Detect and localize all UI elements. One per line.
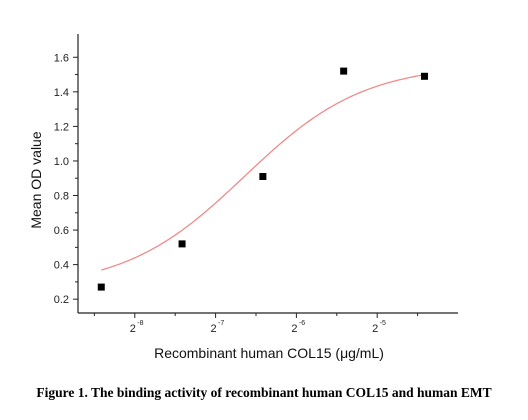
data-point: [97, 283, 105, 291]
y-tick-label: 0.4: [54, 260, 69, 272]
x-axis-title: Recombinant human COL15 (μg/mL): [154, 345, 384, 361]
x-tick-label: 2: [372, 323, 378, 335]
chart-ticks: 0.20.40.60.81.01.21.41.62 -8 2 -7 2 -6 2 -5: [54, 52, 419, 335]
x-tick-label: 2: [130, 323, 136, 335]
data-point: [340, 67, 348, 75]
x-tick-label: 2: [211, 323, 217, 335]
x-tick-exponent: -7: [218, 320, 224, 327]
y-tick-label: 0.6: [54, 225, 69, 237]
y-tick-label: 1.0: [54, 156, 69, 168]
x-tick-exponent: -8: [137, 320, 143, 327]
y-tick-label: 1.6: [54, 52, 69, 64]
x-tick-label: 2: [291, 323, 297, 335]
y-tick-label: 0.2: [54, 294, 69, 306]
data-point: [259, 173, 267, 180]
figure-caption: Figure 1. The binding activity of recomb…: [36, 385, 492, 400]
fit-curve: [101, 74, 425, 271]
data-points: [97, 67, 428, 291]
y-axis-title: Mean OD value: [28, 131, 44, 228]
chart-axes: [77, 34, 458, 314]
x-tick-exponent: -6: [299, 320, 305, 327]
y-tick-label: 1.4: [54, 87, 69, 99]
y-tick-label: 0.8: [54, 191, 69, 203]
y-tick-label: 1.2: [54, 121, 69, 133]
data-point: [178, 240, 186, 248]
fit-curve-layer: [101, 74, 425, 271]
x-tick-exponent: -5: [380, 320, 386, 327]
data-point: [420, 72, 428, 80]
